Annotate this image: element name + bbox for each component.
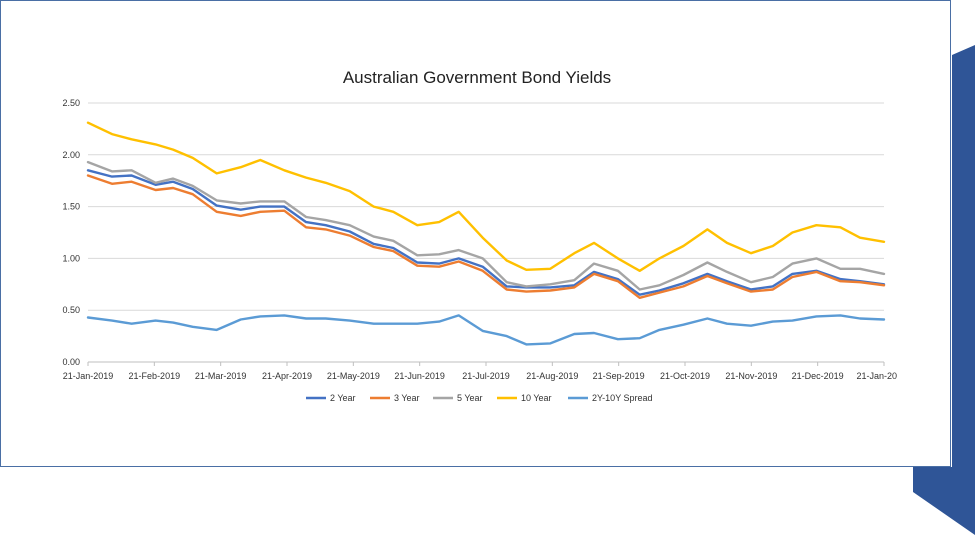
x-tick-label: 21-Jun-2019 bbox=[394, 371, 445, 381]
y-tick-label: 1.50 bbox=[62, 202, 80, 212]
legend-label: 2Y-10Y Spread bbox=[592, 393, 653, 403]
series-line-10-year bbox=[86, 121, 886, 272]
y-axis: 0.00 0.50 1.00 1.50 2.00 2.50 bbox=[62, 98, 80, 367]
y-tick-label: 2.50 bbox=[62, 98, 80, 108]
x-tick-label: 21-Jan-20 bbox=[856, 371, 897, 381]
series-lines bbox=[86, 121, 886, 346]
x-tick-label: 21-Oct-2019 bbox=[660, 371, 710, 381]
legend-label: 5 Year bbox=[457, 393, 483, 403]
x-tick-label: 21-Jul-2019 bbox=[462, 371, 510, 381]
legend-label: 3 Year bbox=[394, 393, 420, 403]
x-tick-label: 21-Jan-2019 bbox=[63, 371, 114, 381]
x-axis: 21-Jan-2019 21-Feb-2019 21-Mar-2019 21-Apr-… bbox=[63, 361, 897, 381]
x-tick-label: 21-Dec-2019 bbox=[792, 371, 844, 381]
legend-label: 10 Year bbox=[521, 393, 552, 403]
line-chart: Australian Government Bond Yields 0.000.… bbox=[62, 68, 897, 403]
y-tick-label: 1.00 bbox=[62, 253, 80, 263]
y-tick-label: 2.00 bbox=[62, 150, 80, 160]
x-tick-label: 21-Feb-2019 bbox=[129, 371, 181, 381]
x-tick-label: 21-Apr-2019 bbox=[262, 371, 312, 381]
chart-title: Australian Government Bond Yields bbox=[343, 68, 611, 87]
x-tick-label: 21-May-2019 bbox=[327, 371, 380, 381]
series-line-2-year bbox=[86, 169, 886, 296]
series-line-2y-10y-spread bbox=[86, 314, 886, 346]
legend: 2 Year 3 Year 5 Year 10 Year 2Y-10Y Spread bbox=[306, 393, 653, 403]
legend-label: 2 Year bbox=[330, 393, 356, 403]
x-tick-label: 21-Mar-2019 bbox=[195, 371, 247, 381]
x-tick-label: 21-Sep-2019 bbox=[593, 371, 645, 381]
series-line-3-year bbox=[86, 174, 886, 299]
corner-accent-shape bbox=[913, 45, 975, 535]
x-tick-label: 21-Nov-2019 bbox=[725, 371, 777, 381]
y-tick-label: 0.50 bbox=[62, 305, 80, 315]
series-line-5-year bbox=[86, 160, 886, 291]
x-tick-label: 21-Aug-2019 bbox=[526, 371, 578, 381]
y-tick-label: 0.00 bbox=[62, 357, 80, 367]
